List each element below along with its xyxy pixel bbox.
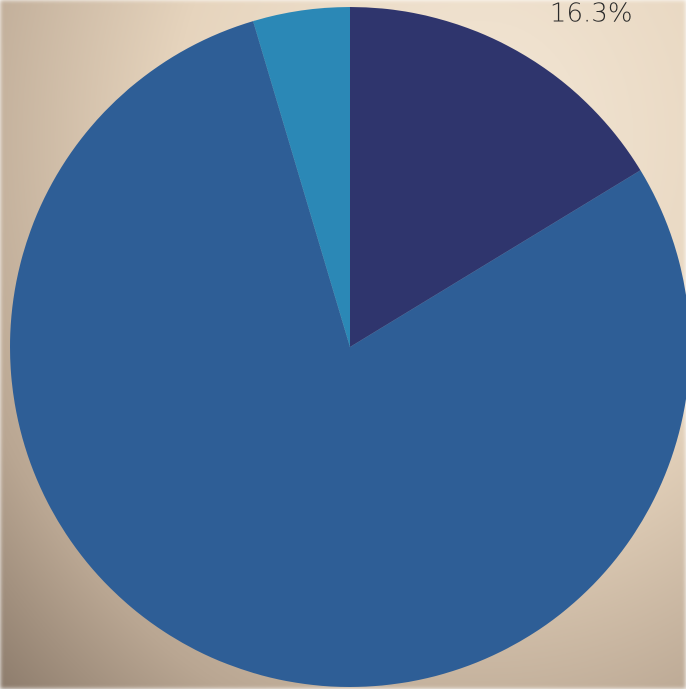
pie-slice [253, 7, 350, 347]
slice-label: 16.3% [550, 0, 633, 29]
pie-slice [10, 21, 686, 687]
pie-slice [350, 7, 641, 347]
